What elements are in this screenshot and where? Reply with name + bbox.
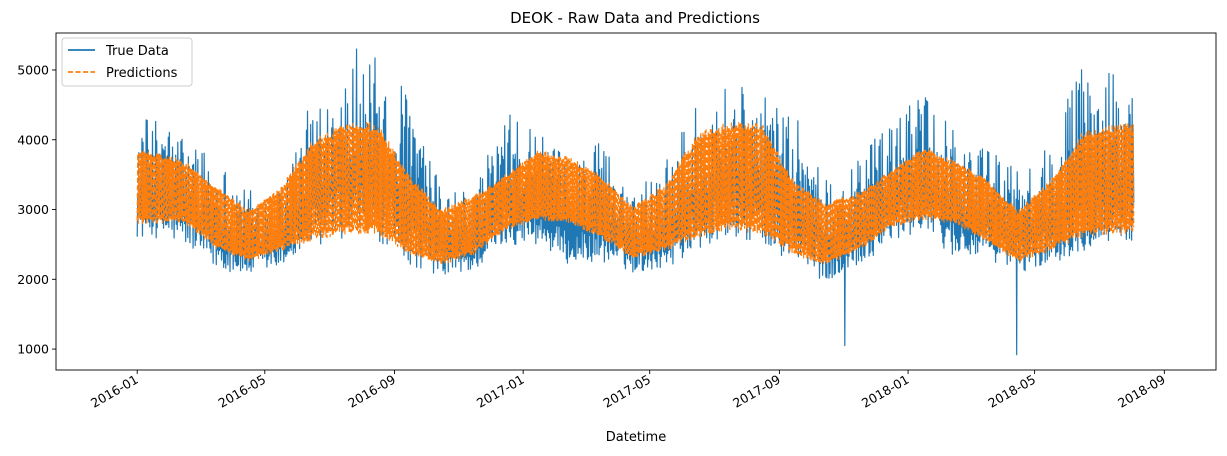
y-tick-label: 2000 <box>17 272 49 287</box>
x-axis-label: Datetime <box>606 430 666 445</box>
y-tick-label: 3000 <box>17 202 49 217</box>
y-tick-label: 1000 <box>17 342 49 357</box>
legend-predictions-label: Predictions <box>106 66 178 81</box>
series-layer <box>136 48 1135 356</box>
y-tick-label: 5000 <box>17 62 49 77</box>
chart-title: DEOK - Raw Data and Predictions <box>510 9 760 27</box>
legend-true-data-label: True Data <box>105 44 169 59</box>
series-predictions-line <box>136 121 1135 266</box>
legend: True Data Predictions <box>61 37 193 87</box>
plot-frame <box>55 32 1217 371</box>
y-tick-label: 4000 <box>17 132 49 147</box>
